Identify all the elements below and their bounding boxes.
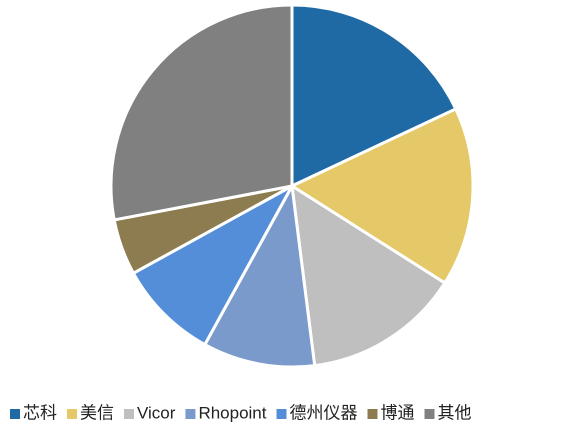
legend-swatch	[185, 409, 196, 419]
legend-swatch	[367, 409, 378, 419]
pie-slice	[109, 3, 294, 222]
pie-slice	[288, 106, 475, 286]
legend-swatch	[124, 409, 134, 419]
legend-swatch	[10, 409, 20, 419]
legend-label: 芯科	[23, 403, 57, 422]
pie-slice	[290, 3, 458, 189]
legend-label: 博通	[381, 403, 415, 422]
legend-swatch	[276, 409, 287, 419]
legend-label: 美信	[80, 403, 114, 422]
legend-label: 其他	[438, 403, 472, 422]
legend-swatch	[424, 409, 435, 419]
pie-slice	[290, 183, 447, 368]
legend-swatch	[67, 409, 77, 419]
legend-label: 德州仪器	[290, 403, 358, 422]
pie-slice	[202, 181, 317, 369]
pie-slice	[131, 182, 296, 347]
legend-label: Rhopoint	[198, 403, 266, 422]
legend: 芯科 美信 Vicor Rhopoint 德州仪器 博通 其他	[10, 403, 472, 422]
legend-label: Vicor	[137, 403, 176, 422]
